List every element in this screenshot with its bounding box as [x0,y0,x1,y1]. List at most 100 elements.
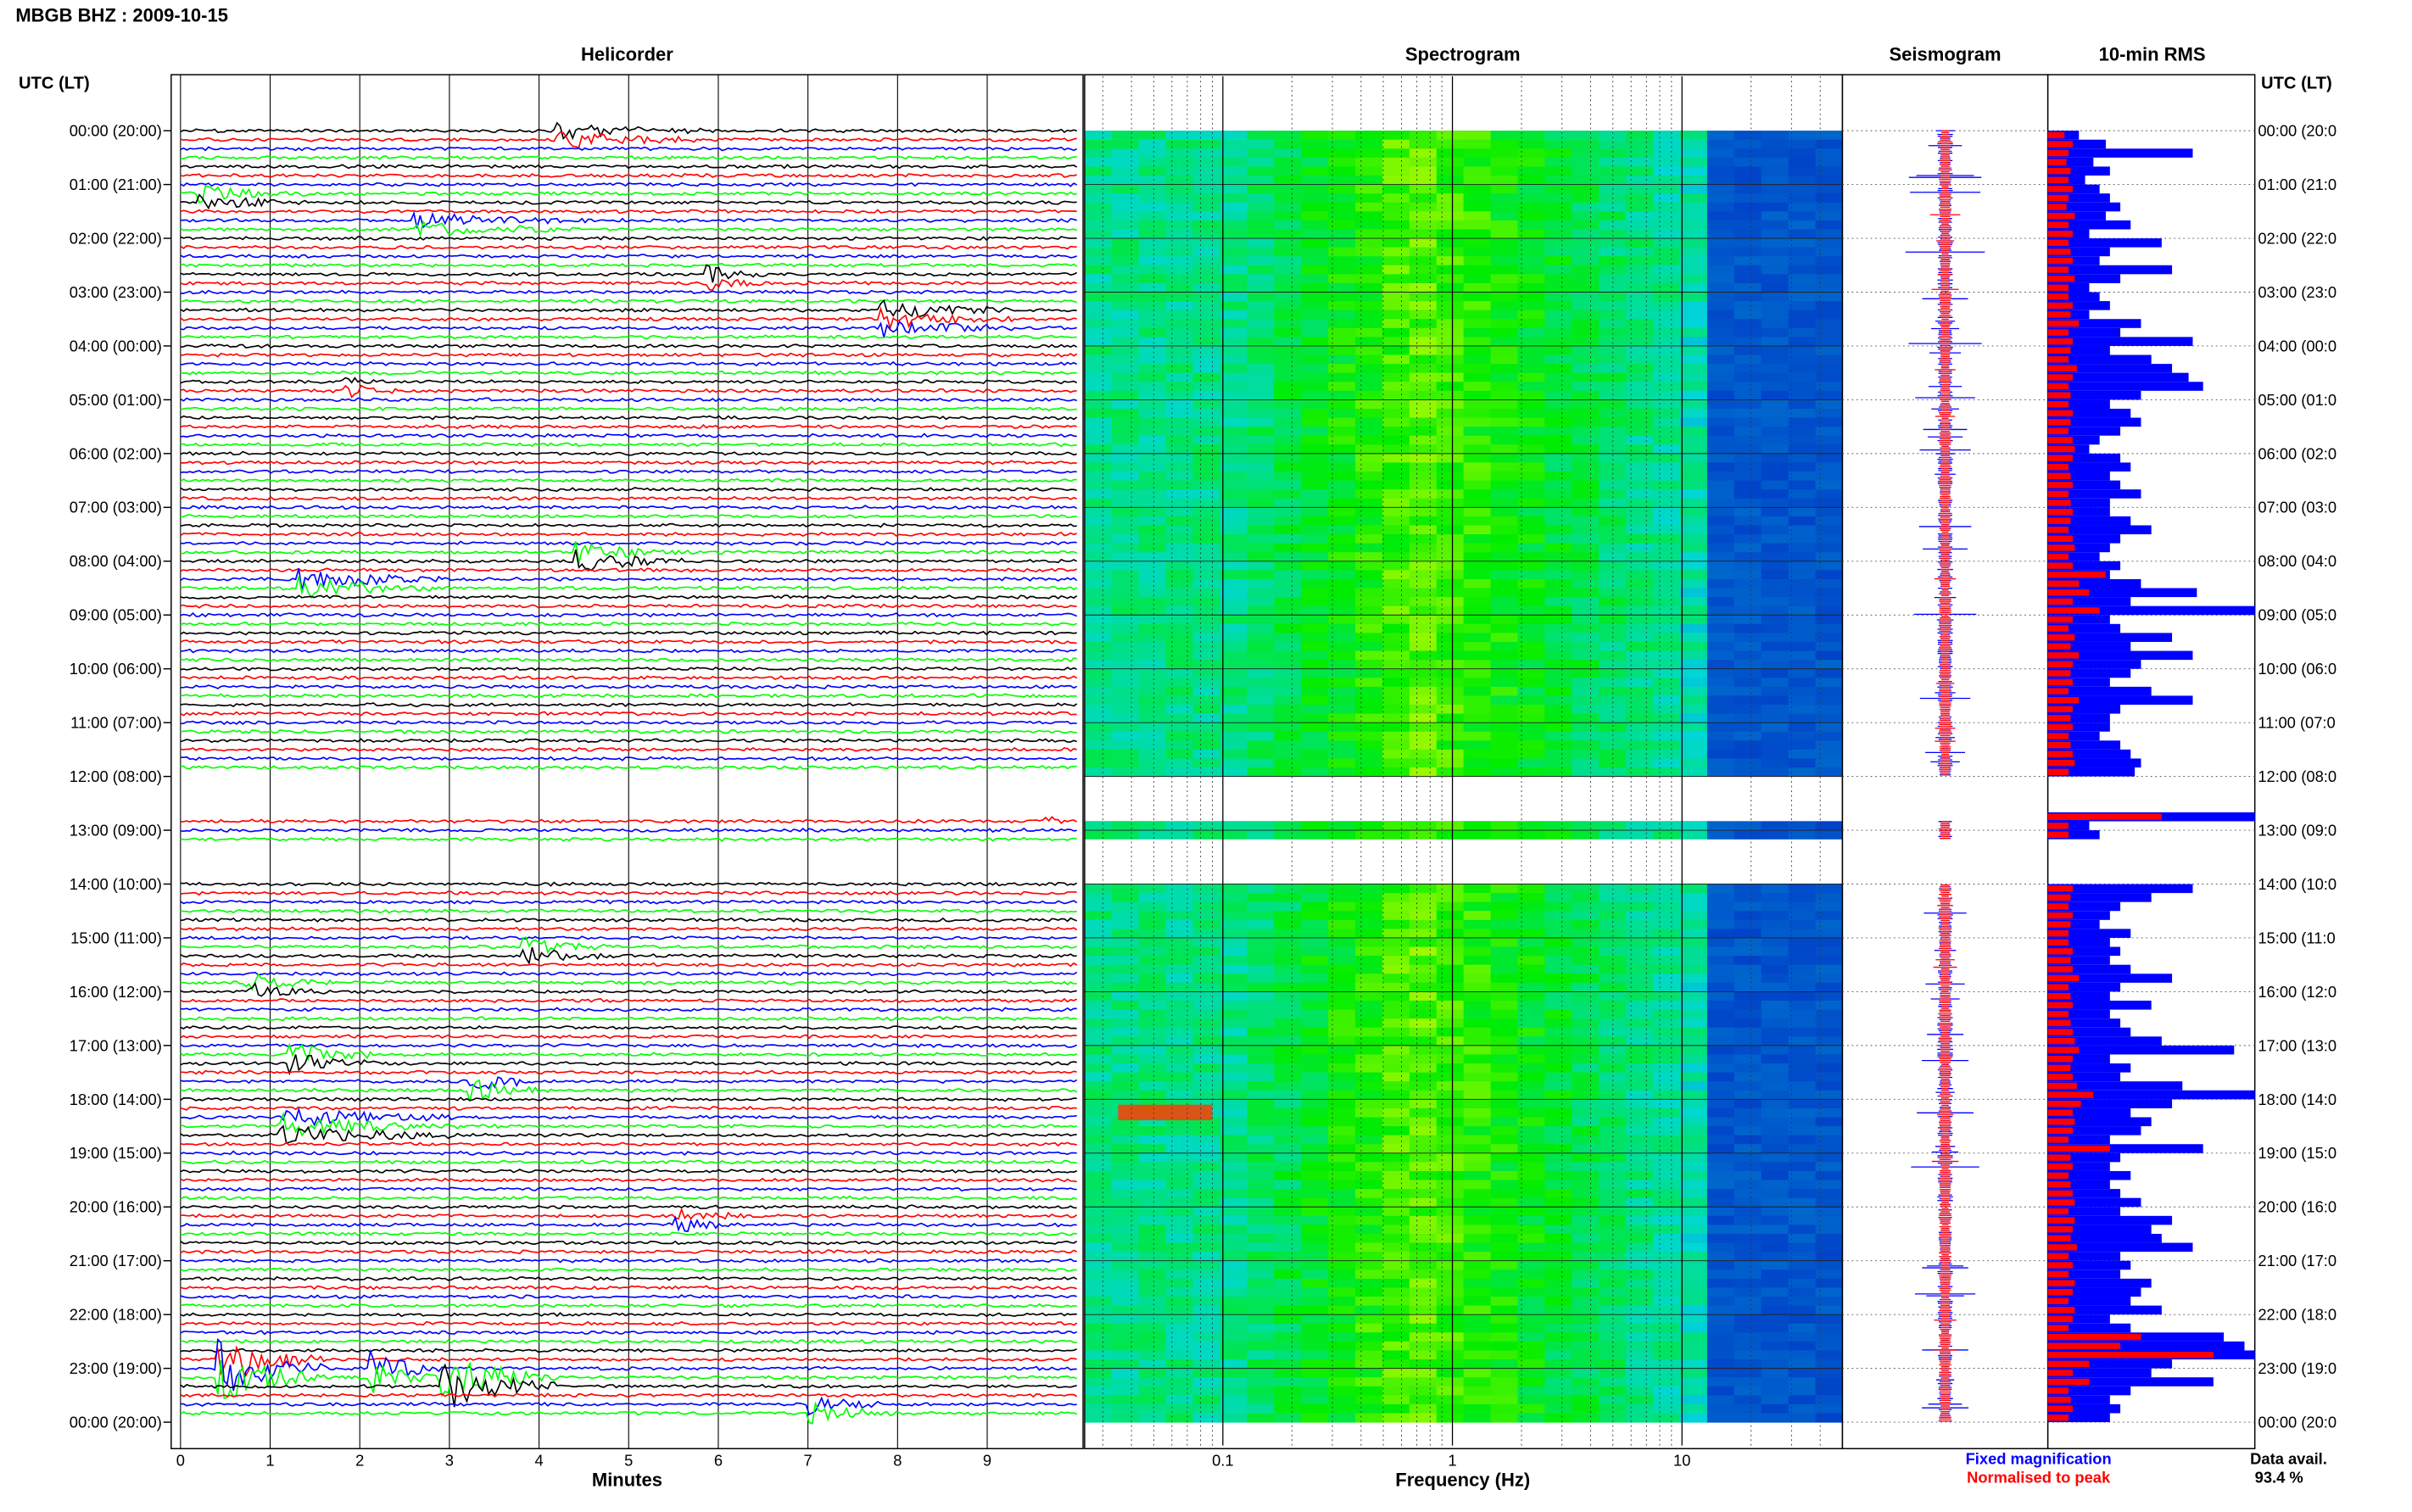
spectrogram-cell [1165,471,1194,482]
helicorder-trace [180,550,1078,572]
spectrogram-cell [1815,1001,1844,1011]
spectrogram-cell [1138,1072,1167,1082]
spectrogram-cell [1247,292,1276,302]
spectrogram-cell [1626,543,1654,553]
spectrogram-cell [1463,184,1492,194]
spectrogram-cell [1572,1278,1600,1288]
spectrogram-cell [1192,588,1221,598]
spectrogram-cell [1436,1107,1465,1119]
spectrogram-cell [1706,1368,1735,1378]
spectrogram-cell [1544,435,1573,445]
spectrogram-cell [1301,507,1330,517]
spectrogram-cell [1165,310,1194,320]
spectrogram-cell [1815,668,1844,678]
spectrogram-cell [1463,767,1492,778]
helicorder-trace [180,487,1077,493]
helicorder-trace [180,1105,1077,1112]
spectrogram-cell [1084,471,1113,482]
spectrogram-cell [1734,686,1762,696]
rms-bar-normalised [2047,831,2069,839]
spectrogram-cell [1626,1090,1654,1100]
spectrogram-cell [1436,704,1465,715]
spectrogram-cell [1706,686,1735,696]
spectrogram-cell [1436,1099,1465,1109]
spectrogram-cell [1220,767,1248,778]
spectrogram-cell [1761,956,1789,966]
spectrogram-cell [1599,937,1628,948]
rms-bar-normalised [2047,1280,2075,1286]
spectrogram-cell [1544,1027,1573,1037]
spectrogram-cell [1111,1197,1140,1208]
spectrogram-cell [1355,435,1383,445]
spectrogram-cell [1382,1403,1410,1414]
spectrogram-cell [1734,229,1762,239]
spectrogram-cell [1788,1252,1817,1262]
spectrogram-cell [1328,256,1356,266]
spectrogram-cell [1490,1197,1519,1208]
spectrogram-cell [1463,1403,1492,1414]
spectrogram-cell [1490,471,1519,482]
spectrogram-cell [1599,668,1628,678]
spectrogram-cell [1626,946,1654,957]
spectrogram-cell [1409,1386,1438,1396]
spectrogram-cell [1761,1170,1789,1181]
rms-bar-fixed [2047,534,2121,544]
spectrogram-cell [1572,1152,1600,1163]
spectrogram-cell [1192,1413,1221,1423]
spectrogram-cell [1653,1090,1681,1100]
spectrogram-cell [1247,525,1276,535]
spectrogram-cell [1599,893,1628,903]
spectrogram-cell [1679,704,1708,715]
spectrogram-cell [1706,471,1735,482]
spectrogram-cell [1084,1045,1113,1056]
spectrogram-cell [1490,382,1519,392]
spectrogram-cell [1679,435,1708,445]
spectrogram-cell [1734,372,1762,382]
spectrogram-cell [1084,633,1113,643]
spectrogram-cell [1165,678,1194,688]
spectrogram-cell [1572,946,1600,957]
spectrogram-cell [1679,633,1708,643]
spectrogram-cell [1679,929,1708,939]
spectrogram-cell [1544,1305,1573,1315]
spectrogram-cell [1517,1072,1546,1082]
spectrogram-cell [1517,238,1546,248]
rms-bar-normalised [2047,365,2077,372]
spectrogram-cell [1490,166,1519,176]
spectrogram-cell [1409,1395,1438,1405]
spectrogram-cell [1572,507,1600,517]
spectrogram-cell [1247,327,1276,338]
spectrogram-cell [1761,1189,1789,1199]
rms-bar-normalised [2047,248,2071,255]
rms-bar-normalised [2047,1109,2073,1116]
spectrogram-cell [1490,274,1519,284]
spectrogram-cell [1328,1207,1356,1217]
spectrogram-cell [1165,220,1194,231]
spectrogram-cell [1165,1225,1194,1235]
spectrogram-cell [1274,319,1303,329]
spectrogram-cell [1544,184,1573,194]
spectrogram-cell [1490,695,1519,706]
spectrogram-cell [1706,740,1735,750]
spectrogram-cell [1734,211,1762,221]
spectrogram-cell [1463,964,1492,974]
rms-bar-normalised [2047,1352,2214,1359]
spectrogram-cell [1192,1018,1221,1029]
spectrogram-cell [1192,1305,1221,1315]
spectrogram-cell [1490,1269,1519,1280]
spectrogram-cell [1138,354,1167,365]
spectrogram-cell [1220,444,1248,455]
spectrogram-cell [1544,1395,1573,1405]
spectrogram-cell [1382,139,1410,149]
helicorder-trace [180,298,1077,318]
spectrogram-cell [1761,345,1789,356]
spectrogram-cell [1761,1197,1789,1208]
rms-bar-normalised [2047,1217,2075,1224]
spectrogram-cell [1328,489,1356,499]
rms-bar-fixed [2047,543,2110,553]
spectrogram-cell [1111,1135,1140,1145]
spectrogram-cell [1192,1117,1221,1127]
spectrogram-cell [1544,1297,1573,1307]
spectrogram-cell [1328,220,1356,231]
spectrogram-cell [1274,408,1303,419]
